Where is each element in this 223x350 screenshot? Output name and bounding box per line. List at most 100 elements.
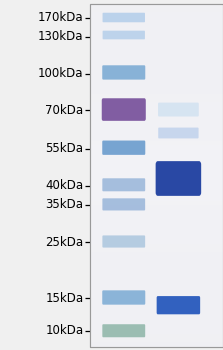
Bar — [90, 46, 223, 51]
Text: 170kDa: 170kDa — [38, 11, 84, 24]
Text: 70kDa: 70kDa — [45, 104, 84, 117]
Bar — [90, 128, 223, 132]
Bar — [90, 59, 223, 63]
Bar — [90, 342, 223, 346]
FancyBboxPatch shape — [158, 127, 198, 138]
Text: 40kDa: 40kDa — [45, 179, 84, 192]
Bar — [90, 239, 223, 244]
Bar — [90, 21, 223, 25]
Bar — [90, 235, 223, 239]
FancyBboxPatch shape — [102, 98, 146, 121]
Bar — [90, 329, 223, 334]
FancyBboxPatch shape — [156, 161, 201, 196]
Bar — [90, 149, 223, 154]
Bar — [90, 312, 223, 316]
Text: 15kDa: 15kDa — [45, 292, 84, 305]
Bar — [90, 12, 223, 16]
Bar — [90, 111, 223, 115]
Bar — [90, 286, 223, 291]
Bar — [90, 338, 223, 342]
Bar — [90, 124, 223, 128]
Bar — [90, 63, 223, 68]
Bar — [90, 81, 223, 85]
Bar — [90, 274, 223, 278]
Bar — [90, 167, 223, 171]
Bar — [90, 72, 223, 76]
Bar — [90, 308, 223, 312]
Bar — [90, 38, 223, 42]
Text: 10kDa: 10kDa — [45, 324, 84, 337]
Bar — [90, 334, 223, 338]
Bar — [90, 282, 223, 286]
FancyBboxPatch shape — [103, 31, 145, 39]
FancyBboxPatch shape — [102, 178, 145, 191]
Bar — [90, 209, 223, 214]
FancyBboxPatch shape — [157, 296, 200, 314]
Bar — [90, 270, 223, 274]
FancyBboxPatch shape — [102, 141, 145, 155]
Bar — [90, 136, 223, 141]
Bar — [90, 321, 223, 325]
Bar — [90, 244, 223, 248]
FancyBboxPatch shape — [102, 324, 145, 337]
Bar — [90, 154, 223, 158]
Bar — [90, 218, 223, 222]
FancyBboxPatch shape — [102, 65, 145, 79]
Bar — [90, 55, 223, 59]
Bar — [90, 119, 223, 124]
Bar — [90, 141, 223, 145]
Bar — [90, 214, 223, 218]
Bar — [90, 205, 223, 209]
Bar — [90, 231, 223, 235]
Bar — [90, 295, 223, 299]
Bar — [90, 278, 223, 282]
Bar — [90, 115, 223, 119]
Bar — [90, 16, 223, 21]
Bar — [90, 299, 223, 303]
Bar — [90, 179, 223, 183]
Bar — [90, 162, 223, 167]
FancyBboxPatch shape — [103, 13, 145, 22]
Bar — [90, 201, 223, 205]
Bar — [90, 42, 223, 46]
FancyBboxPatch shape — [158, 103, 199, 117]
Bar — [90, 85, 223, 89]
Bar — [90, 325, 223, 329]
Bar — [90, 171, 223, 175]
Bar — [90, 183, 223, 188]
Text: 100kDa: 100kDa — [38, 67, 84, 80]
Bar — [90, 261, 223, 265]
Bar — [90, 248, 223, 252]
Bar — [90, 291, 223, 295]
Bar — [90, 102, 223, 106]
Text: 130kDa: 130kDa — [38, 30, 84, 43]
Bar — [90, 34, 223, 38]
Bar — [90, 316, 223, 321]
Bar — [90, 132, 223, 136]
Bar — [90, 98, 223, 102]
Bar — [90, 51, 223, 55]
FancyBboxPatch shape — [102, 290, 145, 304]
Bar — [90, 265, 223, 270]
Bar — [90, 222, 223, 226]
Bar — [90, 4, 223, 346]
Bar — [90, 89, 223, 93]
Bar — [90, 226, 223, 231]
FancyBboxPatch shape — [102, 198, 145, 210]
Text: 55kDa: 55kDa — [46, 142, 84, 155]
Bar — [90, 252, 223, 257]
Bar — [90, 303, 223, 308]
Bar — [90, 188, 223, 192]
Text: 35kDa: 35kDa — [46, 198, 84, 211]
Bar — [90, 175, 223, 179]
Bar — [90, 257, 223, 261]
FancyBboxPatch shape — [102, 236, 145, 247]
Bar — [90, 8, 223, 12]
Bar — [90, 29, 223, 34]
Bar — [90, 76, 223, 81]
Bar — [90, 192, 223, 196]
Bar — [90, 25, 223, 29]
Bar — [90, 106, 223, 111]
Bar — [90, 145, 223, 149]
Bar — [90, 4, 223, 8]
